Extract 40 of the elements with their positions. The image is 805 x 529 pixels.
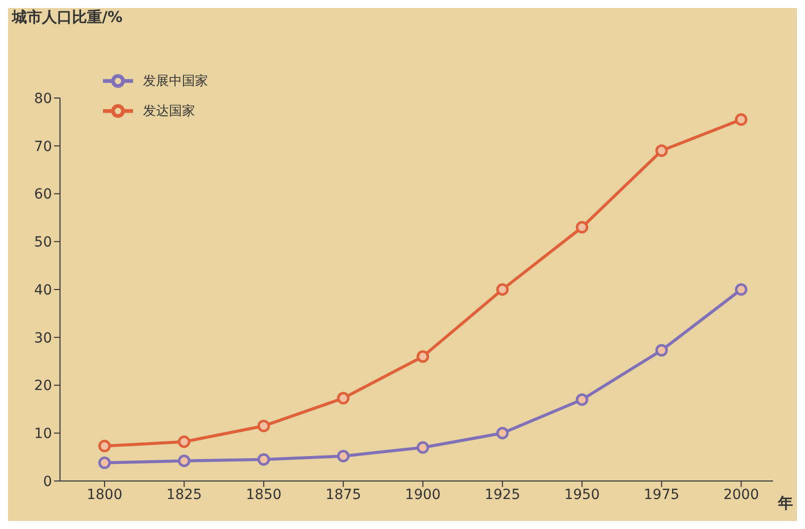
point — [496, 283, 509, 296]
point — [416, 350, 430, 363]
y-tick-label: 40 — [34, 282, 52, 298]
legend-label: 发达国家 — [143, 104, 195, 119]
point — [655, 144, 668, 157]
point — [734, 283, 748, 296]
x-tick-label: 1850 — [246, 486, 282, 503]
y-tick-label: 70 — [34, 138, 52, 155]
point — [337, 450, 350, 462]
y-tick-label: 30 — [34, 330, 52, 346]
point — [496, 426, 509, 440]
point — [576, 393, 588, 406]
x-tick-label: 1875 — [325, 486, 362, 503]
point — [178, 454, 190, 468]
point — [576, 221, 588, 234]
y-tick-label: 20 — [34, 378, 52, 394]
x-tick-label: 1975 — [644, 486, 680, 503]
point — [416, 441, 430, 454]
point — [337, 392, 350, 404]
y-tick-label: 80 — [34, 90, 52, 107]
x-axis-title: 年 — [778, 494, 793, 513]
y-tick-label: 50 — [34, 234, 52, 251]
y-tick-label: 60 — [34, 186, 52, 203]
point — [98, 440, 111, 452]
x-tick-label: 1900 — [405, 486, 441, 503]
point — [98, 456, 111, 470]
x-tick-label: 1800 — [86, 486, 122, 503]
point — [734, 113, 748, 126]
legend-label: 发展中国家 — [143, 74, 208, 89]
x-tick-label: 1825 — [166, 486, 202, 503]
point — [257, 420, 270, 432]
x-tick-label: 1925 — [484, 486, 520, 503]
point — [257, 453, 270, 466]
x-tick-label: 1950 — [564, 486, 600, 503]
y-tick-label: 10 — [34, 426, 52, 442]
y-tick-label: 0 — [43, 474, 52, 490]
x-tick-label: 2000 — [723, 486, 759, 503]
point — [178, 435, 190, 448]
point — [655, 344, 668, 357]
y-axis-title: 城市人口比重/% — [12, 8, 123, 27]
